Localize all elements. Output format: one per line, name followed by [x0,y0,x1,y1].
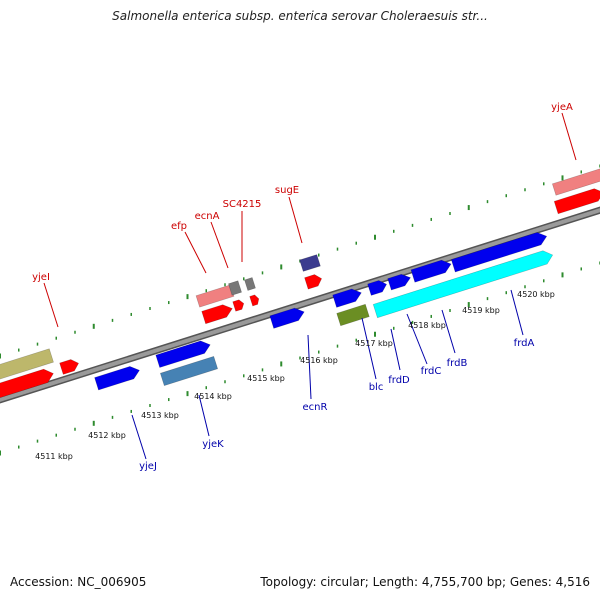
scale-label: 4512 kbp [88,431,126,440]
gene-suge-red[interactable] [304,273,324,290]
gene-ecnr[interactable] [269,306,306,329]
gene-label-forward[interactable]: yjeA [551,102,573,113]
scale-label: 4519 kbp [462,306,500,315]
scale-label: 4516 kbp [300,356,338,365]
scale-label: 4515 kbp [247,374,285,383]
gene-suge[interactable] [299,254,321,272]
backbone [0,206,600,404]
gene-label-reverse[interactable]: blc [369,382,384,393]
gene-label-reverse[interactable]: frdD [388,375,410,386]
scale-label: 4513 kbp [141,411,179,420]
gene-frda-blue[interactable] [450,230,548,273]
gene-ecna-red[interactable] [232,299,246,312]
scale-label: 4518 kbp [408,321,446,330]
gene-khaki-left[interactable] [0,348,54,384]
accession-text: Accession: NC_006905 [10,575,147,589]
label-leaders [43,112,577,460]
label-leader-line [131,414,147,460]
scale-label: 4511 kbp [35,452,73,461]
gene-sc4215[interactable] [244,277,256,291]
gene-efp-pink[interactable] [195,284,235,308]
label-leader-line [561,112,577,161]
label-leader-line [406,313,428,365]
label-leader-line [288,196,303,244]
label-leader-line [198,394,210,437]
scale-label: 4517 kbp [355,339,393,348]
gene-yjea[interactable] [553,186,600,215]
gene-yjea-pink[interactable] [551,168,600,196]
gene-frdb-blue[interactable] [410,258,453,283]
gene-red-left[interactable] [0,367,55,402]
label-leader-line [441,309,456,354]
scale-label: 4514 kbp [194,392,232,401]
genome-title: Salmonella enterica subsp. enterica sero… [112,9,488,23]
gene-label-forward[interactable]: yjeI [32,272,50,283]
gene-label-forward[interactable]: efp [171,221,187,232]
gene-frdd-blue[interactable] [367,279,389,296]
gene-label-reverse[interactable]: ecnR [303,402,328,413]
label-leader-line [43,282,59,328]
label-leader-line [210,221,229,269]
gene-label-reverse[interactable]: yjeJ [139,461,157,472]
gene-label-reverse[interactable]: frdC [421,366,442,377]
gene-frdc-blue[interactable] [387,272,413,291]
gene-label-reverse[interactable]: yjeK [202,439,224,450]
gene-label-forward[interactable]: sugE [275,185,299,196]
label-leader-line [307,334,312,400]
gene-ecna[interactable] [228,280,242,296]
gene-features [0,168,600,402]
label-leader-line [390,328,401,371]
scale-label: 4520 kbp [517,290,555,299]
gene-label-forward[interactable]: ecnA [195,211,220,222]
reverse-ticks [0,261,600,456]
gene-label-forward[interactable]: SC4215 [223,199,262,210]
gene-yjej[interactable] [94,364,142,391]
label-leader-line [184,231,207,274]
label-leader-line [510,289,524,336]
scale-labels: 4511 kbp 4512 kbp 4513 kbp 4514 kbp 4515 kbp… [35,290,555,461]
gene-yjek[interactable] [159,355,219,387]
gene-efp[interactable] [201,302,235,325]
gene-label-reverse[interactable]: frdB [447,358,468,369]
gene-frd-cyan[interactable] [372,248,555,319]
genome-summary-text: Topology: circular; Length: 4,755,700 bp… [260,575,590,589]
gene-blc-blue[interactable] [332,287,364,308]
gene-red-yjei[interactable] [59,358,81,375]
gene-blue-a[interactable] [155,339,212,368]
forward-ticks [0,164,600,359]
gene-label-reverse[interactable]: frdA [514,338,535,349]
gene-sc4215-red[interactable] [249,294,261,307]
label-leader-line [361,317,377,380]
gene-blc[interactable] [336,303,370,327]
